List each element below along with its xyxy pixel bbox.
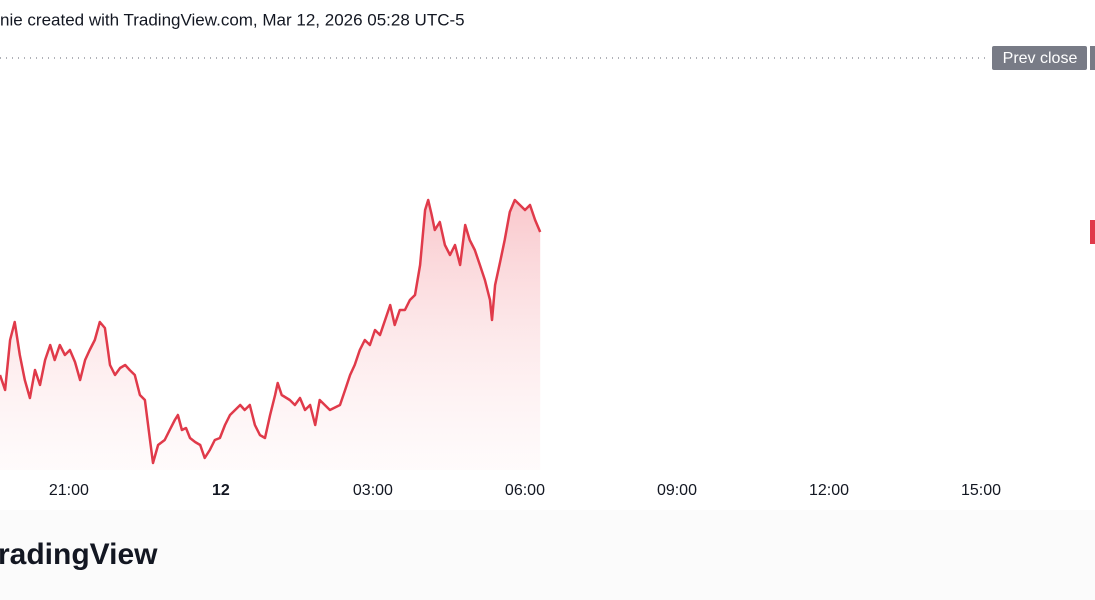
price-line [0, 198, 542, 465]
header-bar [0, 0, 1095, 40]
x-tick-label: 12 [212, 482, 230, 499]
x-tick-label: 21:00 [49, 482, 89, 499]
prev-close-box [992, 46, 1087, 70]
header-text: nie created with TradingView.com, Mar 12… [0, 10, 465, 29]
x-tick-label: 03:00 [353, 482, 393, 499]
plot: 21:00 12 03:00 06:00 09:00 12:00 15:00 Prev clo… [0, 46, 1095, 499]
area-fill [0, 200, 541, 470]
x-tick-label: 06:00 [505, 482, 545, 499]
footer-bar [0, 510, 1095, 600]
last-price-marker [1090, 220, 1095, 244]
x-tick-label: 09:00 [657, 482, 697, 499]
prev-close-label: Prev close [1003, 50, 1078, 67]
edge-box [1090, 46, 1095, 70]
x-tick-label: 15:00 [961, 482, 1001, 499]
x-tick-label: 12:00 [809, 482, 849, 499]
footer-logo: radingView [0, 538, 158, 571]
